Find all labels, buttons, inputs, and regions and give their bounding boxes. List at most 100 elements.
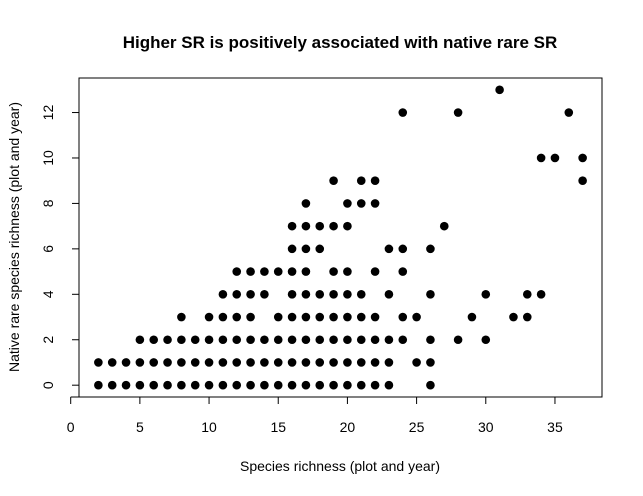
data-points — [94, 85, 587, 390]
data-point — [246, 380, 255, 390]
data-point — [246, 335, 255, 345]
data-point — [287, 358, 297, 367]
data-point — [453, 108, 463, 117]
data-point — [107, 358, 117, 367]
data-point — [94, 358, 103, 367]
data-point — [522, 312, 532, 322]
data-point — [149, 380, 159, 390]
x-tick-label: 35 — [547, 419, 563, 435]
data-point — [94, 380, 103, 390]
data-point — [177, 358, 186, 367]
data-point — [232, 267, 242, 276]
data-point — [301, 380, 311, 390]
data-point — [426, 380, 435, 390]
data-point — [301, 312, 311, 322]
data-point — [370, 380, 380, 390]
data-point — [149, 358, 159, 367]
data-point — [315, 290, 325, 299]
data-point — [260, 380, 269, 390]
data-point — [287, 221, 297, 231]
data-point — [273, 380, 283, 390]
y-axis-label: Native rare species richness (plot and y… — [6, 102, 22, 372]
data-point — [343, 312, 352, 322]
data-point — [412, 312, 421, 322]
data-point — [273, 358, 283, 367]
data-point — [246, 358, 255, 367]
data-point — [273, 335, 283, 345]
data-point — [578, 176, 587, 185]
data-point — [177, 380, 186, 390]
x-tick-label: 15 — [270, 419, 286, 435]
data-point — [370, 358, 380, 367]
data-point — [356, 358, 366, 367]
data-point — [578, 153, 587, 163]
data-point — [343, 221, 352, 231]
data-point — [384, 290, 394, 299]
data-point — [218, 358, 228, 367]
data-point — [301, 244, 311, 254]
data-point — [356, 290, 366, 299]
data-point — [370, 267, 380, 276]
data-point — [232, 335, 242, 345]
data-point — [232, 380, 242, 390]
data-point — [467, 312, 477, 322]
data-point — [370, 335, 380, 345]
data-point — [246, 290, 255, 299]
data-point — [343, 380, 352, 390]
data-point — [509, 312, 518, 322]
data-point — [398, 335, 408, 345]
x-tick-label: 0 — [67, 419, 75, 435]
data-point — [315, 221, 325, 231]
data-point — [287, 244, 297, 254]
data-point — [343, 199, 352, 208]
data-point — [426, 358, 435, 367]
data-point — [481, 335, 491, 345]
data-point — [550, 153, 560, 163]
data-point — [204, 380, 214, 390]
data-point — [398, 312, 408, 322]
y-tick-label: 2 — [40, 336, 56, 344]
data-point — [301, 335, 311, 345]
y-tick-label: 4 — [40, 290, 56, 298]
data-point — [135, 380, 145, 390]
x-tick-label: 30 — [478, 419, 494, 435]
data-point — [135, 335, 145, 345]
x-tick-label: 25 — [409, 419, 425, 435]
data-point — [370, 312, 380, 322]
y-tick-label: 6 — [40, 245, 56, 253]
data-point — [190, 380, 200, 390]
data-point — [495, 85, 504, 95]
x-tick-label: 10 — [201, 419, 217, 435]
data-point — [343, 335, 352, 345]
data-point — [356, 335, 366, 345]
data-point — [260, 290, 269, 299]
data-point — [107, 380, 117, 390]
data-point — [426, 244, 435, 254]
data-point — [204, 335, 214, 345]
data-point — [481, 290, 491, 299]
data-point — [177, 312, 186, 322]
x-axis: 0 5 10 15 20 25 30 35 — [67, 396, 563, 435]
y-axis: 0 2 4 6 8 10 12 — [40, 105, 80, 389]
data-point — [398, 108, 408, 117]
data-point — [329, 267, 338, 276]
data-point — [356, 380, 366, 390]
data-point — [273, 312, 283, 322]
data-point — [370, 176, 380, 185]
data-point — [384, 335, 394, 345]
data-point — [398, 267, 408, 276]
data-point — [163, 335, 172, 345]
x-tick-label: 20 — [340, 419, 356, 435]
data-point — [190, 335, 200, 345]
y-tick-label: 0 — [40, 381, 56, 389]
data-point — [163, 358, 172, 367]
data-point — [204, 358, 214, 367]
data-point — [343, 267, 352, 276]
data-point — [260, 267, 269, 276]
data-point — [384, 380, 394, 390]
chart-title: Higher SR is positively associated with … — [123, 33, 558, 52]
data-point — [329, 176, 338, 185]
data-point — [287, 267, 297, 276]
y-tick-label: 12 — [40, 105, 56, 121]
